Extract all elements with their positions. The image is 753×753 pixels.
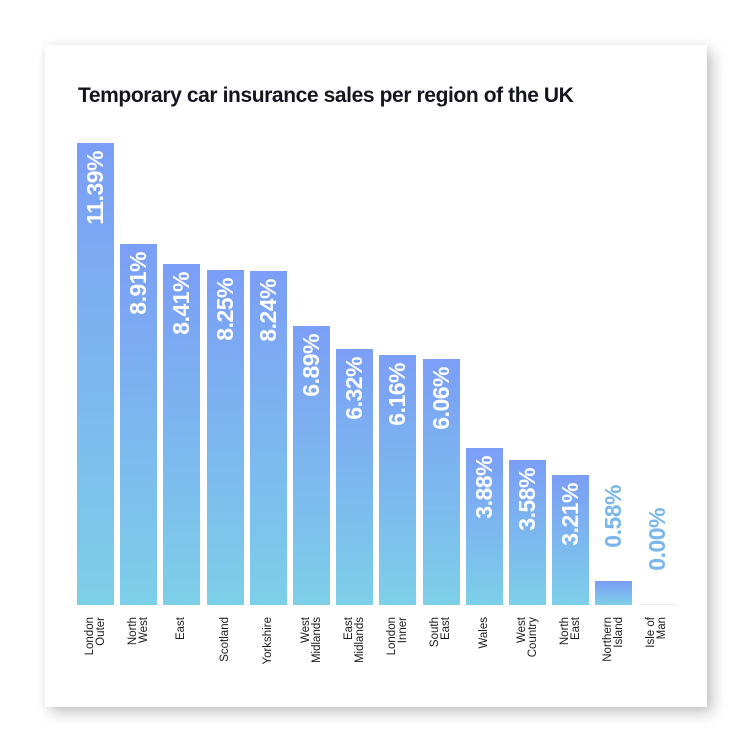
bar-value-label: 3.58% xyxy=(514,467,540,531)
bar xyxy=(336,348,374,605)
bar-value-label: 6.32% xyxy=(341,356,368,420)
bar-value-label: 6.16% xyxy=(384,363,411,426)
bar xyxy=(77,143,114,605)
bar-value-label: 8.24% xyxy=(254,278,281,342)
bar xyxy=(293,325,330,605)
chart-title: Temporary car insurance sales per region… xyxy=(78,84,574,107)
category-label: Yorkshire xyxy=(261,617,274,665)
category-label: North East xyxy=(558,617,582,646)
bar-value-label: 6.89% xyxy=(298,333,324,397)
category-label: Wales xyxy=(477,617,490,649)
bar xyxy=(249,270,287,605)
category-label: West Country xyxy=(515,617,539,658)
category-label: Isle of Man xyxy=(645,617,669,648)
bar-value-label: 8.41% xyxy=(168,271,195,335)
bar-value-label: 11.39% xyxy=(82,151,108,225)
category-label: East Midlands xyxy=(342,617,366,664)
category-label: Northern Island xyxy=(601,617,625,662)
bar xyxy=(422,359,460,605)
bar xyxy=(163,263,201,605)
bar xyxy=(595,581,633,605)
bar-value-label: 3.88% xyxy=(470,455,497,519)
bar xyxy=(552,474,590,605)
bar-value-label: 3.21% xyxy=(557,482,584,546)
category-label: West Midlands xyxy=(299,617,323,664)
bar-plot-area: 11.39% London Outer 8.91% North West 8.41% East… xyxy=(45,45,707,707)
bar xyxy=(509,459,546,605)
bar xyxy=(638,603,676,605)
category-label: Scotland xyxy=(218,617,231,662)
bar-value-label: 8.91% xyxy=(125,251,152,315)
category-label: London Outer xyxy=(83,617,107,656)
bar xyxy=(206,270,244,605)
bar-value-label: 0.58% xyxy=(600,485,627,549)
bar-value-label: 0.00% xyxy=(643,507,670,571)
bar xyxy=(120,243,158,605)
category-label: North West xyxy=(126,617,150,646)
chart-card: Temporary car insurance sales per region… xyxy=(45,45,707,707)
bar xyxy=(379,355,417,605)
bar xyxy=(465,447,503,605)
category-label: East xyxy=(175,617,188,641)
category-label: London Inner xyxy=(385,617,409,656)
bar-value-label: 6.06% xyxy=(427,367,454,430)
category-label: South East xyxy=(429,617,453,648)
bar-value-label: 8.25% xyxy=(211,278,238,342)
